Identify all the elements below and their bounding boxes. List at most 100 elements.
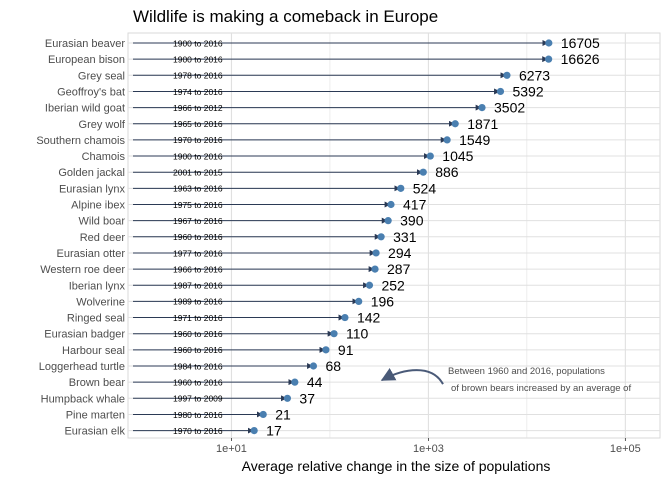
value-point [259, 410, 267, 419]
value-point [309, 362, 318, 370]
value-label: 886 [435, 164, 459, 180]
species-row: Loggerhead turtle 1984 to 2016 68 [39, 358, 341, 374]
species-label: Wolverine [76, 296, 125, 308]
species-row: Brown bear 1960 to 2016 44 [69, 374, 323, 390]
species-row: Eurasian elk 1970 to 2016 17 [64, 423, 281, 439]
value-label: 68 [325, 358, 341, 374]
species-row: Harbour seal 1960 to 2016 91 [62, 342, 354, 358]
value-point [330, 330, 338, 338]
period-label: 1960 to 2016 [173, 345, 223, 355]
value-label: 110 [346, 326, 369, 342]
period-label: 1900 to 2016 [173, 151, 223, 161]
species-row: European bison 1900 to 2016 16626 [48, 51, 600, 67]
species-label: Alpine ibex [71, 200, 125, 212]
period-label: 2001 to 2015 [173, 168, 223, 178]
annotation-line-2: of brown bears increased by an average o… [451, 383, 631, 394]
period-label: 1989 to 2016 [173, 297, 223, 307]
species-row: Eurasian lynx 1963 to 2016 524 [59, 180, 436, 196]
species-label: Western roe deer [40, 264, 125, 276]
value-label: 17 [266, 423, 282, 439]
period-label: 1966 to 2016 [173, 264, 223, 274]
x-axis-label: Average relative change in the size of p… [242, 458, 551, 474]
species-row: Pine marten 1980 to 2016 21 [66, 406, 291, 422]
period-label: 1978 to 2016 [173, 71, 223, 81]
value-point [322, 346, 330, 354]
value-point [478, 104, 486, 112]
species-label: Grey seal [78, 70, 125, 82]
value-point [397, 184, 405, 192]
species-label: Eurasian elk [64, 426, 125, 438]
value-point [443, 136, 451, 144]
value-label: 3502 [494, 100, 525, 116]
value-label: 6273 [519, 67, 550, 83]
period-label: 1966 to 2012 [173, 103, 223, 113]
value-point [503, 71, 511, 79]
species-label: Eurasian lynx [59, 183, 126, 195]
value-label: 5392 [512, 83, 543, 99]
x-tick-label: 1e+03 [413, 443, 444, 455]
value-point [545, 55, 553, 63]
species-row: Red deer 1960 to 2016 331 [80, 229, 417, 245]
annotation-line-1: Between 1960 and 2016, populations [448, 366, 605, 377]
value-point [451, 120, 459, 128]
period-label: 1997 to 2009 [173, 394, 223, 404]
species-label: Eurasian beaver [45, 38, 125, 50]
value-label: 1045 [442, 148, 473, 164]
species-label: Grey wolf [79, 119, 126, 131]
period-label: 1970 to 2016 [173, 135, 223, 145]
value-label: 1871 [467, 116, 498, 132]
period-label: 1963 to 2016 [173, 184, 223, 194]
value-label: 390 [400, 213, 424, 229]
species-label: Pine marten [66, 409, 125, 421]
species-label: Wild boar [79, 216, 126, 228]
value-point [371, 265, 379, 273]
period-label: 1987 to 2016 [173, 281, 223, 291]
value-label: 21 [275, 406, 291, 422]
species-row: Iberian lynx 1987 to 2016 252 [69, 277, 405, 293]
value-label: 1549 [459, 132, 490, 148]
value-point [355, 297, 363, 305]
value-point [377, 233, 385, 241]
value-label: 294 [388, 245, 412, 261]
value-label: 142 [357, 310, 381, 326]
value-label: 91 [338, 342, 354, 358]
species-label: Eurasian badger [44, 329, 125, 341]
x-axis: 1e+01 1e+03 1e+05 [216, 438, 641, 455]
value-label: 44 [307, 374, 323, 390]
species-row: Wolverine 1989 to 2016 196 [76, 293, 394, 309]
species-label: European bison [48, 54, 125, 66]
species-row: Wild boar 1967 to 2016 390 [79, 213, 424, 229]
species-row: Iberian wild goat 1966 to 2012 3502 [45, 100, 525, 116]
value-label: 16705 [561, 35, 600, 51]
species-label: Chamois [82, 151, 126, 163]
value-label: 252 [381, 277, 405, 293]
value-label: 524 [413, 180, 437, 196]
species-label: Loggerhead turtle [39, 361, 125, 373]
value-point [384, 217, 392, 225]
species-row: Chamois 1900 to 2016 1045 [82, 148, 474, 164]
species-row: Grey seal 1978 to 2016 6273 [78, 67, 550, 83]
species-label: Ringed seal [67, 313, 125, 325]
species-row: Alpine ibex 1975 to 2016 417 [71, 197, 426, 213]
period-label: 1970 to 2016 [173, 426, 223, 436]
value-point [250, 427, 258, 435]
species-label: Harbour seal [62, 345, 125, 357]
period-label: 1980 to 2016 [173, 410, 223, 420]
value-point [341, 313, 349, 322]
species-row: Ringed seal 1971 to 2016 142 [67, 310, 381, 326]
period-label: 1977 to 2016 [173, 248, 223, 258]
species-row: Golden jackal 2001 to 2015 886 [58, 164, 458, 180]
period-label: 1960 to 2016 [173, 232, 223, 242]
value-point [387, 200, 395, 209]
species-label: Iberian lynx [69, 280, 126, 292]
period-label: 1960 to 2016 [173, 329, 223, 339]
species-row: Southern chamois 1970 to 2016 1549 [36, 132, 490, 148]
value-point [426, 152, 434, 160]
species-label: Iberian wild goat [45, 103, 125, 115]
species-row: Humpback whale 1997 to 2009 37 [41, 390, 316, 406]
x-tick-label: 1e+05 [610, 443, 641, 455]
species-row: Geoffroy's bat 1974 to 2016 5392 [57, 83, 544, 99]
chart-title: Wildlife is making a comeback in Europe [133, 7, 438, 26]
value-label: 16626 [561, 51, 600, 67]
